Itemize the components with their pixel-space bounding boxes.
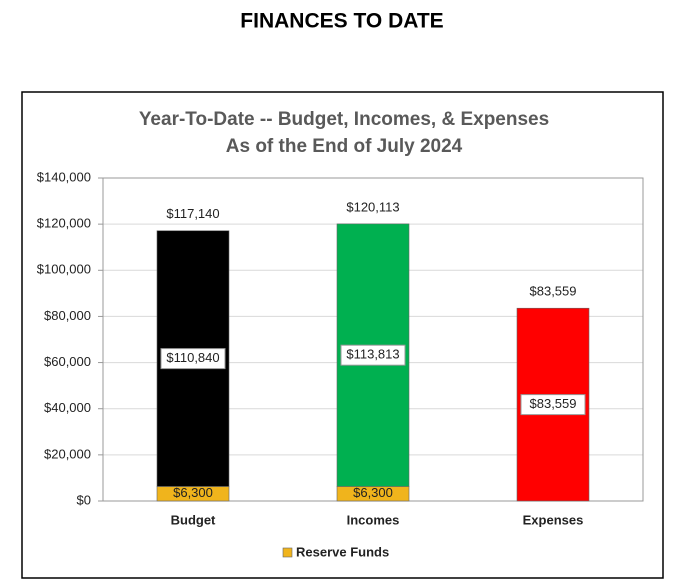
y-tick-label: $40,000 [44, 400, 91, 415]
page-title: FINANCES TO DATE [240, 10, 443, 33]
total-label: $83,559 [530, 284, 577, 299]
data-label: $110,840 [166, 350, 219, 365]
x-tick-label: Expenses [523, 512, 584, 527]
label-box [520, 394, 586, 416]
total-label: $117,140 [166, 206, 219, 221]
y-tick-label: $140,000 [37, 169, 91, 184]
y-tick-label: $20,000 [44, 446, 91, 461]
legend-label: Reserve Funds [296, 544, 389, 559]
data-label: $6,300 [353, 485, 393, 500]
data-label: $6,300 [173, 485, 213, 500]
y-tick-label: $120,000 [37, 216, 91, 231]
label-box [160, 348, 226, 370]
y-tick-label: $60,000 [44, 354, 91, 369]
y-tick-label: $0 [77, 492, 91, 507]
data-label: $113,813 [346, 347, 399, 362]
y-tick-label: $80,000 [44, 308, 91, 323]
x-tick-label: Incomes [347, 512, 400, 527]
chart-subtitle: As of the End of July 2024 [226, 136, 463, 157]
y-tick-label: $100,000 [37, 262, 91, 277]
label-box [340, 344, 406, 366]
legend-swatch [282, 547, 293, 558]
x-tick-label: Budget [171, 512, 216, 527]
total-label: $120,113 [346, 199, 399, 214]
chart-title: Year-To-Date -- Budget, Incomes, & Expen… [139, 109, 549, 130]
data-label: $83,559 [530, 396, 577, 411]
